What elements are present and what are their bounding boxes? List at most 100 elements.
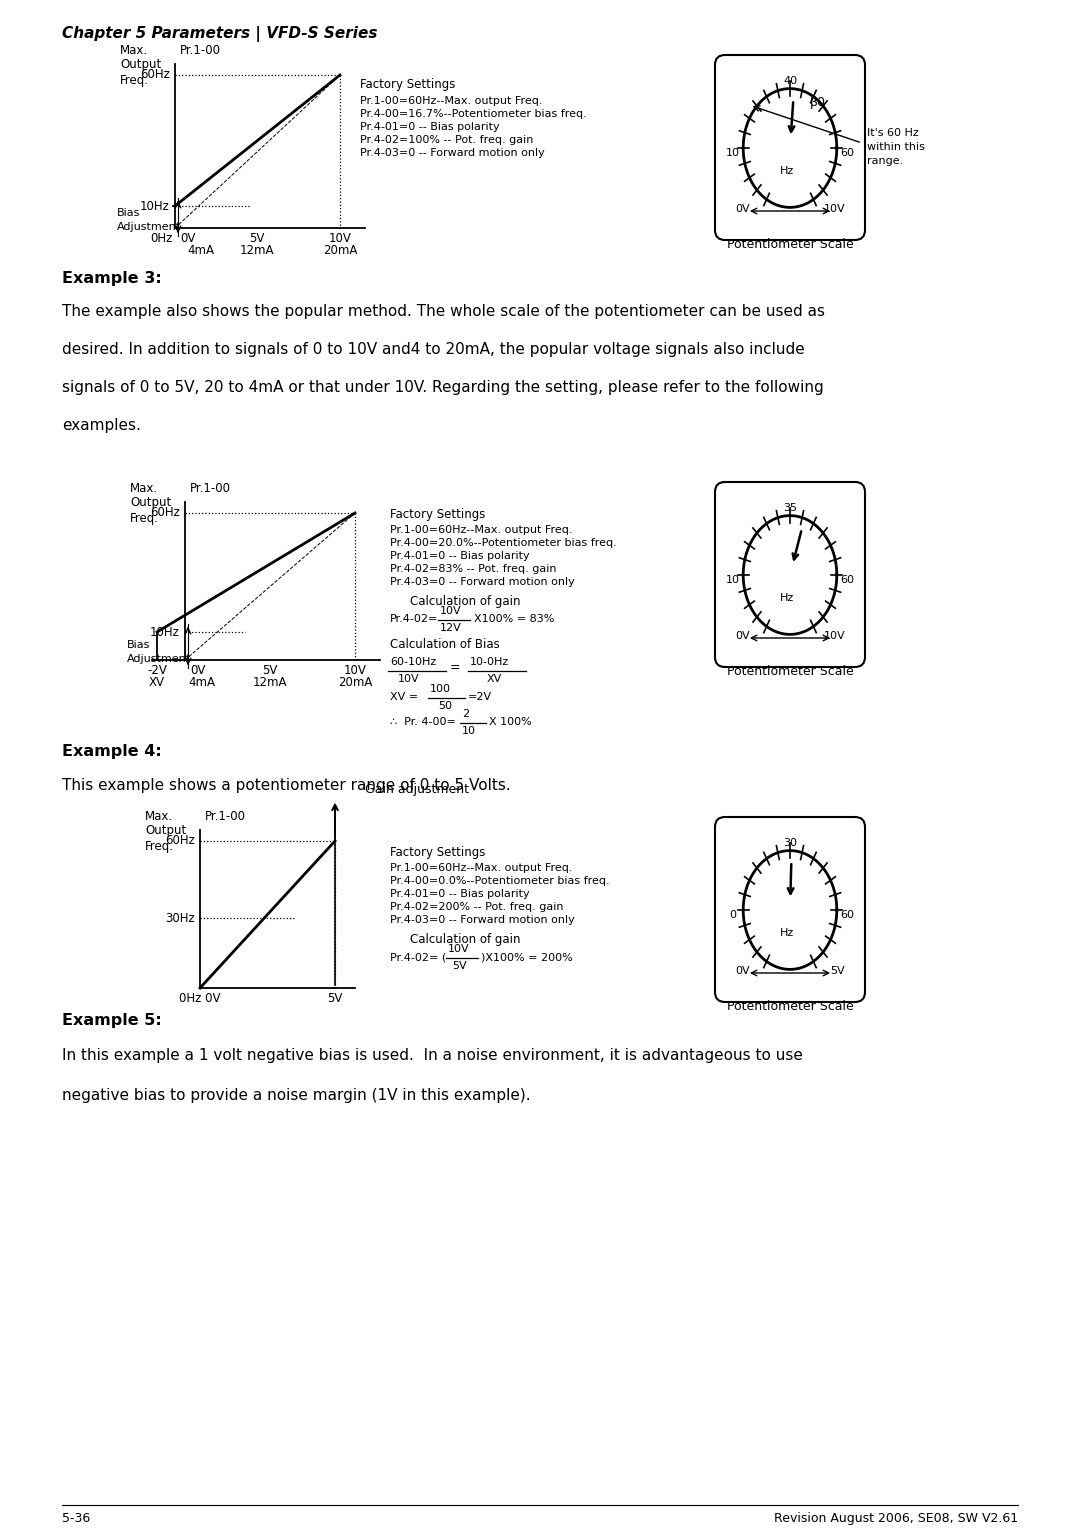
- Text: Bias: Bias: [127, 640, 150, 650]
- Text: This example shows a potentiometer range of 0 to 5 Volts.: This example shows a potentiometer range…: [62, 778, 511, 793]
- Text: Pr.4-00=20.0%--Potentiometer bias freq.: Pr.4-00=20.0%--Potentiometer bias freq.: [390, 538, 617, 548]
- Text: 60Hz: 60Hz: [150, 506, 180, 520]
- Text: Potentiometer Scale: Potentiometer Scale: [727, 238, 853, 252]
- Text: 0Hz 0V: 0Hz 0V: [179, 992, 220, 1005]
- Text: 60: 60: [840, 910, 854, 920]
- Text: 10V: 10V: [823, 630, 845, 641]
- Text: Pr.1-00=60Hz--Max. output Freq.: Pr.1-00=60Hz--Max. output Freq.: [390, 525, 572, 535]
- Text: desired. In addition to signals of 0 to 10V and4 to 20mA, the popular voltage si: desired. In addition to signals of 0 to …: [62, 342, 805, 357]
- Text: The example also shows the popular method. The whole scale of the potentiometer : The example also shows the popular metho…: [62, 304, 825, 319]
- Text: Pr.4-01=0 -- Bias polarity: Pr.4-01=0 -- Bias polarity: [390, 890, 529, 899]
- Text: negative bias to provide a noise margin (1V in this example).: negative bias to provide a noise margin …: [62, 1088, 530, 1103]
- Text: 60Hz: 60Hz: [140, 69, 170, 81]
- Text: Chapter 5 Parameters | VFD-S Series: Chapter 5 Parameters | VFD-S Series: [62, 26, 378, 41]
- Text: 12V: 12V: [440, 623, 462, 634]
- Text: 5V: 5V: [831, 966, 845, 976]
- Text: Factory Settings: Factory Settings: [390, 845, 485, 859]
- Text: Adjustment: Adjustment: [127, 653, 191, 664]
- Text: 100: 100: [430, 684, 451, 693]
- Text: Pr.4-02=83% -- Pot. freq. gain: Pr.4-02=83% -- Pot. freq. gain: [390, 565, 556, 574]
- Text: 0V: 0V: [735, 966, 750, 976]
- Text: range.: range.: [867, 156, 903, 166]
- Text: 10-0Hz: 10-0Hz: [470, 657, 510, 667]
- Text: 35: 35: [783, 503, 797, 512]
- Text: 2: 2: [462, 709, 469, 719]
- Text: 60Hz: 60Hz: [165, 834, 195, 847]
- Text: Example 3:: Example 3:: [62, 272, 162, 285]
- Text: Output: Output: [130, 495, 172, 509]
- Text: 10V: 10V: [448, 943, 470, 954]
- Text: Calculation of gain: Calculation of gain: [410, 933, 521, 946]
- Text: 5V: 5V: [262, 664, 278, 676]
- Text: Pr.4-02=: Pr.4-02=: [390, 614, 438, 624]
- Text: Pr.1-00: Pr.1-00: [190, 482, 231, 495]
- Text: =2V: =2V: [468, 692, 492, 703]
- Text: Pr.1-00: Pr.1-00: [205, 810, 246, 824]
- Text: Hz: Hz: [780, 166, 794, 176]
- Text: 5V: 5V: [249, 232, 265, 245]
- Text: =: =: [450, 661, 461, 673]
- Text: 5-36: 5-36: [62, 1513, 91, 1525]
- Text: Max.: Max.: [120, 44, 148, 57]
- Text: XV =: XV =: [390, 692, 418, 703]
- Text: 10: 10: [462, 726, 476, 736]
- Text: 20mA: 20mA: [338, 676, 373, 689]
- Text: Freq.: Freq.: [130, 512, 159, 525]
- Text: Max.: Max.: [145, 810, 173, 824]
- Text: 30Hz: 30Hz: [165, 911, 195, 925]
- Text: 4mA: 4mA: [188, 676, 215, 689]
- Text: Bias: Bias: [117, 209, 140, 218]
- Text: 0V: 0V: [735, 204, 750, 215]
- Text: Freq.: Freq.: [145, 841, 174, 853]
- Text: Gain adjustment: Gain adjustment: [365, 782, 469, 796]
- Text: 10V: 10V: [823, 204, 845, 215]
- Text: 10Hz: 10Hz: [140, 199, 170, 213]
- Text: )X100% = 200%: )X100% = 200%: [481, 953, 572, 962]
- Text: 5V: 5V: [453, 960, 467, 971]
- Text: within this: within this: [867, 143, 924, 152]
- Text: Factory Settings: Factory Settings: [390, 508, 485, 522]
- Text: 60: 60: [840, 147, 854, 158]
- Text: signals of 0 to 5V, 20 to 4mA or that under 10V. Regarding the setting, please r: signals of 0 to 5V, 20 to 4mA or that un…: [62, 380, 824, 394]
- Text: Pr.4-03=0 -- Forward motion only: Pr.4-03=0 -- Forward motion only: [360, 147, 544, 158]
- Text: Adjustment: Adjustment: [117, 222, 181, 232]
- Text: X100% = 83%: X100% = 83%: [474, 614, 554, 624]
- Text: Pr.1-00=60Hz--Max. output Freq.: Pr.1-00=60Hz--Max. output Freq.: [360, 97, 542, 106]
- Text: 12mA: 12mA: [240, 244, 274, 258]
- Text: Potentiometer Scale: Potentiometer Scale: [727, 1000, 853, 1012]
- Text: 0V: 0V: [180, 232, 195, 245]
- Text: Factory Settings: Factory Settings: [360, 78, 456, 91]
- Text: examples.: examples.: [62, 417, 140, 433]
- Text: β0: β0: [810, 97, 826, 109]
- Text: 10V: 10V: [440, 606, 461, 617]
- Text: Example 4:: Example 4:: [62, 744, 162, 759]
- Text: 4mA: 4mA: [187, 244, 214, 258]
- Text: Example 5:: Example 5:: [62, 1012, 162, 1028]
- Text: In this example a 1 volt negative bias is used.  In a noise environment, it is a: In this example a 1 volt negative bias i…: [62, 1048, 802, 1063]
- Text: Hz: Hz: [780, 928, 794, 937]
- Text: It's 60 Hz: It's 60 Hz: [867, 127, 919, 138]
- Text: Output: Output: [145, 824, 186, 838]
- Text: Pr.4-03=0 -- Forward motion only: Pr.4-03=0 -- Forward motion only: [390, 577, 575, 588]
- Text: Pr.4-01=0 -- Bias polarity: Pr.4-01=0 -- Bias polarity: [360, 123, 500, 132]
- Text: XV: XV: [149, 676, 165, 689]
- Text: Pr.4-03=0 -- Forward motion only: Pr.4-03=0 -- Forward motion only: [390, 914, 575, 925]
- Text: 0: 0: [729, 910, 737, 920]
- Text: 20mA: 20mA: [323, 244, 357, 258]
- Text: ∴  Pr. 4-00=: ∴ Pr. 4-00=: [390, 716, 456, 727]
- Text: 60-10Hz: 60-10Hz: [390, 657, 436, 667]
- Text: Pr.4-00=0.0%--Potentiometer bias freq.: Pr.4-00=0.0%--Potentiometer bias freq.: [390, 876, 609, 887]
- Text: 10V: 10V: [328, 232, 351, 245]
- Text: 30: 30: [783, 838, 797, 848]
- Text: 60: 60: [840, 575, 854, 584]
- Text: Calculation of Bias: Calculation of Bias: [390, 638, 500, 650]
- Text: Pr.4-02=100% -- Pot. freq. gain: Pr.4-02=100% -- Pot. freq. gain: [360, 135, 534, 146]
- Text: 0V: 0V: [190, 664, 205, 676]
- Text: Output: Output: [120, 58, 161, 71]
- Text: Potentiometer Scale: Potentiometer Scale: [727, 666, 853, 678]
- Text: Pr.4-02= (: Pr.4-02= (: [390, 953, 446, 962]
- Text: Max.: Max.: [130, 482, 158, 495]
- Text: X 100%: X 100%: [489, 716, 531, 727]
- Text: Calculation of gain: Calculation of gain: [410, 595, 521, 607]
- Text: 5V: 5V: [327, 992, 342, 1005]
